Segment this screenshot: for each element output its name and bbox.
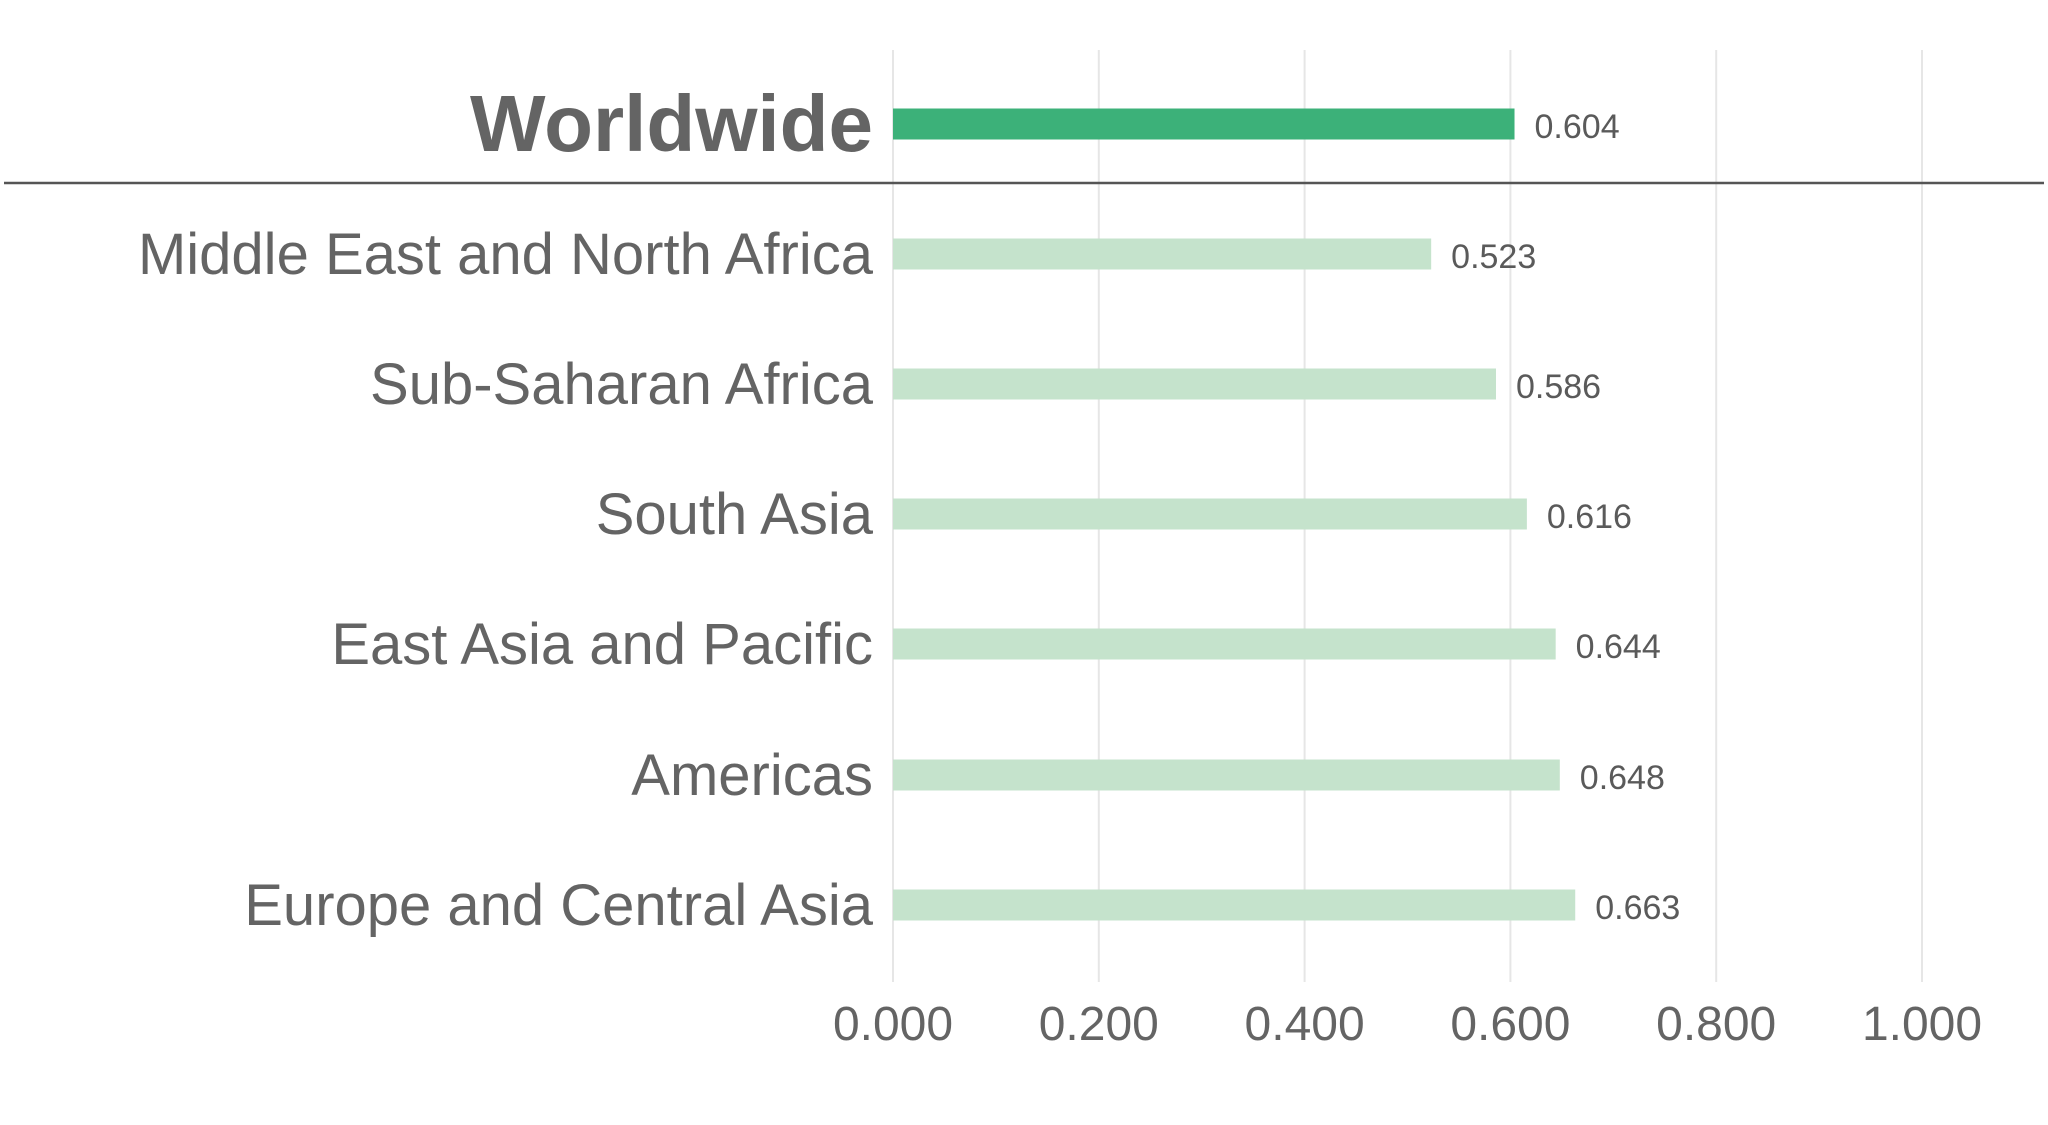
bar: [893, 368, 1496, 400]
x-tick-label: 0.600: [1450, 998, 1570, 1051]
category-label: South Asia: [596, 482, 874, 547]
category-label: East Asia and Pacific: [331, 612, 873, 677]
value-label: 0.644: [1576, 628, 1661, 666]
category-label: Europe and Central Asia: [244, 873, 873, 938]
bar-highlight: [893, 108, 1515, 140]
value-label: 0.616: [1547, 498, 1632, 536]
bar: [893, 628, 1556, 660]
value-label: 0.523: [1451, 238, 1536, 276]
value-label: 0.648: [1580, 759, 1665, 797]
category-label: Sub-Saharan Africa: [370, 352, 874, 417]
category-label: Worldwide: [470, 79, 873, 168]
category-label: Americas: [631, 743, 873, 808]
bar: [893, 498, 1527, 530]
bar: [893, 238, 1432, 270]
bar: [893, 889, 1576, 921]
x-tick-label: 0.000: [833, 998, 953, 1051]
x-tick-label: 0.800: [1656, 998, 1776, 1051]
value-label: 0.604: [1535, 108, 1620, 146]
x-tick-label: 0.200: [1039, 998, 1159, 1051]
x-tick-label: 1.000: [1862, 998, 1982, 1051]
x-tick-label: 0.400: [1245, 998, 1365, 1051]
bar: [893, 759, 1560, 791]
value-label: 0.586: [1516, 368, 1601, 406]
category-label: Middle East and North Africa: [138, 222, 874, 287]
value-label: 0.663: [1595, 889, 1680, 927]
